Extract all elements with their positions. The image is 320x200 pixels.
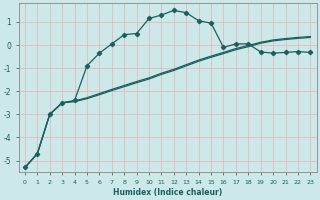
X-axis label: Humidex (Indice chaleur): Humidex (Indice chaleur) [113,188,222,197]
